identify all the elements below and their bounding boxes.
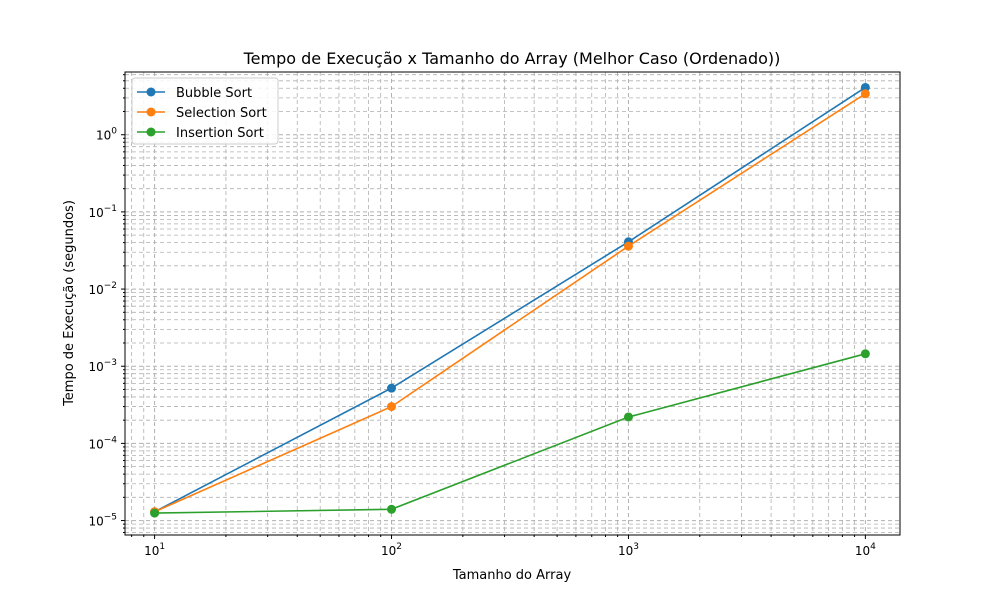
- y-axis-label: Tempo de Execução (segundos): [62, 200, 77, 407]
- data-point-insertion-sort: [150, 508, 160, 518]
- y-tick-label: 10−3: [88, 358, 117, 374]
- legend-label-insertion-sort: Insertion Sort: [176, 126, 264, 141]
- legend-marker-insertion-sort: [146, 127, 156, 137]
- data-point-insertion-sort: [623, 412, 633, 422]
- x-tick-label: 101: [144, 542, 165, 558]
- axis-ticks: 101 102 103 104 10−5 10−4 10−3 10−2 10−1 100: [88, 74, 876, 558]
- data-point-selection-sort: [623, 241, 633, 251]
- series-line-insertion-sort: [154, 353, 866, 514]
- x-tick-label: 104: [855, 542, 876, 558]
- data-point-selection-sort: [860, 89, 870, 99]
- legend-box: [131, 77, 279, 145]
- x-tick-label: 102: [381, 542, 402, 558]
- series-line-bubble-sort: [154, 86, 866, 513]
- legend-label-selection-sort: Selection Sort: [176, 106, 267, 121]
- data-point-bubble-sort: [387, 383, 397, 393]
- grid: [125, 72, 900, 535]
- legend-label-bubble-sort: Bubble Sort: [176, 86, 252, 101]
- data-point-insertion-sort: [860, 349, 870, 359]
- x-axis-label: Tamanho do Array: [452, 568, 572, 583]
- legend: Bubble Sort Selection Sort Insertion Sort: [131, 77, 279, 145]
- data-point-bubble-sort: [860, 82, 870, 92]
- y-tick-label: 10−4: [88, 435, 117, 451]
- legend-marker-bubble-sort: [146, 87, 156, 97]
- series-line-selection-sort: [154, 93, 866, 513]
- plot-frame: [124, 71, 901, 536]
- plot-series: [150, 82, 870, 518]
- chart-title: Tempo de Execução x Tamanho do Array (Me…: [243, 49, 781, 68]
- y-tick-label: 10−5: [88, 513, 117, 529]
- y-tick-label: 100: [96, 127, 117, 143]
- data-point-selection-sort: [387, 402, 397, 412]
- y-tick-label: 10−2: [88, 281, 117, 297]
- data-point-insertion-sort: [387, 504, 397, 514]
- y-tick-label: 10−1: [88, 204, 117, 220]
- x-tick-label: 103: [618, 542, 639, 558]
- legend-marker-selection-sort: [146, 107, 156, 117]
